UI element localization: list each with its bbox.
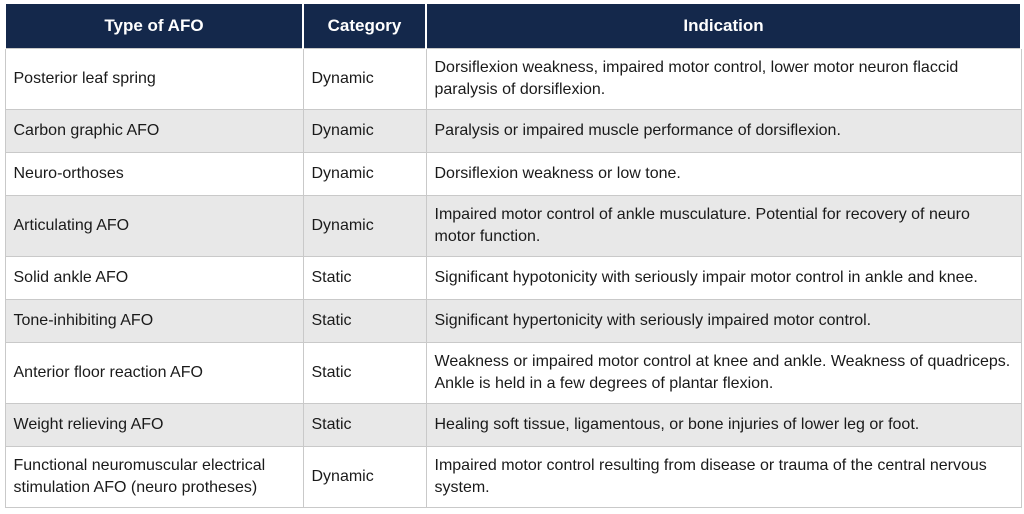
cell-category: Dynamic — [302, 446, 427, 508]
table-row: Posterior leaf spring Dynamic Dorsiflexi… — [4, 48, 1022, 110]
table-row: Anterior floor reaction AFO Static Weakn… — [4, 342, 1022, 404]
cell-indication: Healing soft tissue, ligamentous, or bon… — [425, 403, 1022, 447]
header-indication: Indication — [425, 4, 1022, 49]
cell-indication: Significant hypertonicity with seriously… — [425, 299, 1022, 343]
cell-type: Anterior floor reaction AFO — [4, 342, 304, 404]
cell-indication: Dorsiflexion weakness or low tone. — [425, 152, 1022, 196]
afo-table-container: Type of AFO Category Indication Posterio… — [4, 4, 1022, 508]
cell-type: Tone-inhibiting AFO — [4, 299, 304, 343]
cell-type: Functional neuromuscular electrical stim… — [4, 446, 304, 508]
header-category: Category — [302, 4, 427, 49]
cell-indication: Impaired motor control resulting from di… — [425, 446, 1022, 508]
cell-type: Articulating AFO — [4, 195, 304, 257]
cell-category: Dynamic — [302, 195, 427, 257]
table-header-row: Type of AFO Category Indication — [4, 4, 1022, 49]
table-row: Carbon graphic AFO Dynamic Paralysis or … — [4, 109, 1022, 153]
header-type: Type of AFO — [4, 4, 304, 49]
table-row: Neuro-orthoses Dynamic Dorsiflexion weak… — [4, 152, 1022, 196]
afo-table: Type of AFO Category Indication Posterio… — [4, 4, 1022, 508]
cell-indication: Impaired motor control of ankle musculat… — [425, 195, 1022, 257]
cell-type: Posterior leaf spring — [4, 48, 304, 110]
table-row: Weight relieving AFO Static Healing soft… — [4, 403, 1022, 447]
cell-type: Carbon graphic AFO — [4, 109, 304, 153]
cell-category: Static — [302, 403, 427, 447]
cell-indication: Significant hypotonicity with seriously … — [425, 256, 1022, 300]
cell-type: Neuro-orthoses — [4, 152, 304, 196]
cell-category: Static — [302, 299, 427, 343]
cell-category: Dynamic — [302, 109, 427, 153]
table-row: Tone-inhibiting AFO Static Significant h… — [4, 299, 1022, 343]
cell-category: Dynamic — [302, 48, 427, 110]
cell-indication: Weakness or impaired motor control at kn… — [425, 342, 1022, 404]
cell-type: Solid ankle AFO — [4, 256, 304, 300]
cell-category: Dynamic — [302, 152, 427, 196]
cell-indication: Dorsiflexion weakness, impaired motor co… — [425, 48, 1022, 110]
table-row: Articulating AFO Dynamic Impaired motor … — [4, 195, 1022, 257]
table-row: Solid ankle AFO Static Significant hypot… — [4, 256, 1022, 300]
cell-category: Static — [302, 342, 427, 404]
cell-category: Static — [302, 256, 427, 300]
cell-indication: Paralysis or impaired muscle performance… — [425, 109, 1022, 153]
cell-type: Weight relieving AFO — [4, 403, 304, 447]
table-row: Functional neuromuscular electrical stim… — [4, 446, 1022, 508]
